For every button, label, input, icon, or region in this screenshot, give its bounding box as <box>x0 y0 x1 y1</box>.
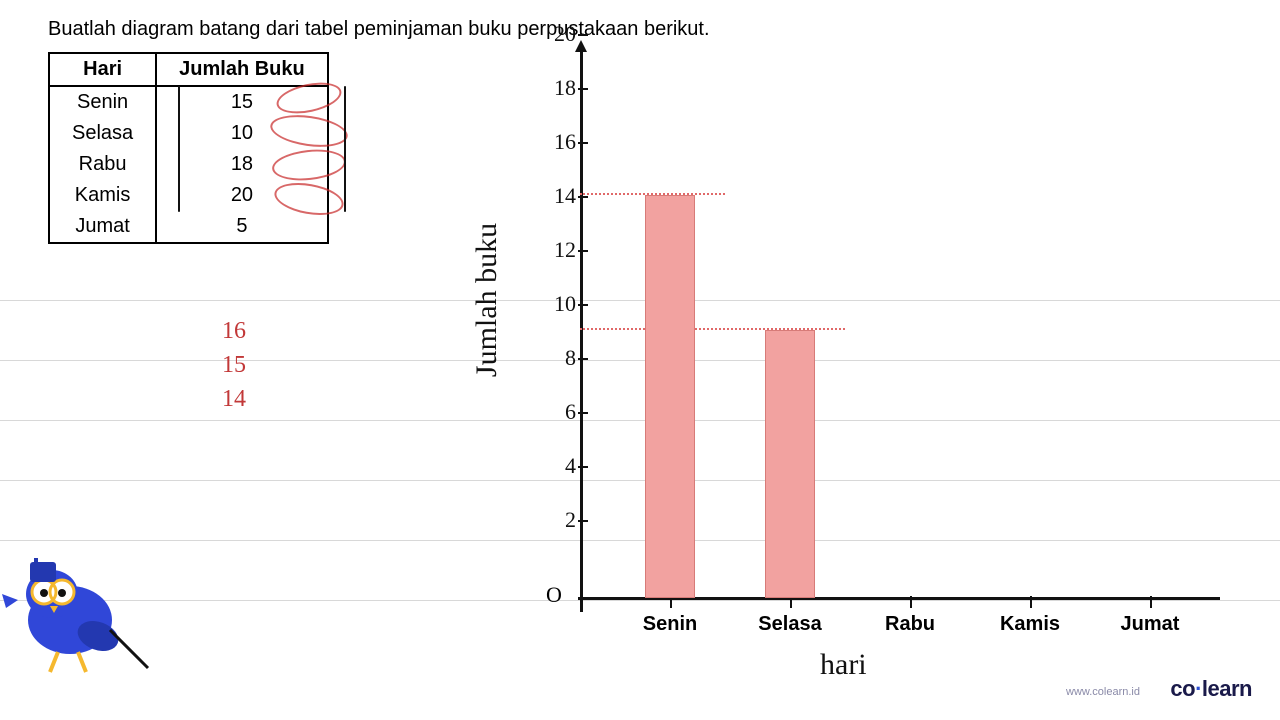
x-tick <box>1150 596 1152 608</box>
y-tick-label: 6 <box>542 399 576 425</box>
x-tick-label: Rabu <box>885 613 935 636</box>
hand-mark-icon <box>344 86 346 212</box>
bar <box>645 195 695 598</box>
red-note: 16 <box>222 318 246 345</box>
y-tick-label: 14 <box>542 183 576 209</box>
table-row: Senin15 <box>49 86 328 118</box>
y-tick-label: 18 <box>542 75 576 101</box>
brand-logo: co·learn <box>1170 676 1252 702</box>
brand-url: www.colearn.id <box>1066 686 1140 698</box>
y-axis-title: Jumlah buku <box>470 223 504 377</box>
y-tick-label: 20 <box>542 21 576 47</box>
y-tick-label: 4 <box>542 453 576 479</box>
y-axis <box>580 50 583 612</box>
x-tick <box>910 596 912 608</box>
table-row: Selasa10 <box>49 118 328 149</box>
x-tick <box>1030 596 1032 608</box>
x-tick-label: Kamis <box>1000 613 1060 636</box>
bar-chart: O 2468101214161820SeninSelasaRabuKamisJu… <box>560 60 1220 640</box>
plot-area: O 2468101214161820SeninSelasaRabuKamisJu… <box>580 60 1220 600</box>
x-tick-label: Jumat <box>1121 613 1180 636</box>
table-header-count: Jumlah Buku <box>156 53 328 86</box>
y-tick-label: 12 <box>542 237 576 263</box>
y-tick-label: 10 <box>542 291 576 317</box>
table-row: Kamis20 <box>49 180 328 211</box>
table-row: Rabu18 <box>49 149 328 180</box>
bar <box>765 330 815 598</box>
mascot-bird-icon <box>0 540 150 680</box>
instruction-text: Buatlah diagram batang dari tabel peminj… <box>48 18 710 41</box>
y-tick-label: 8 <box>542 345 576 371</box>
red-note: 14 <box>222 386 246 413</box>
data-table: Hari Jumlah Buku Senin15 Selasa10 Rabu18… <box>48 52 329 244</box>
y-tick-label: 16 <box>542 129 576 155</box>
red-note: 15 <box>222 352 246 379</box>
table-row: Jumat5 <box>49 211 328 243</box>
x-tick-label: Senin <box>643 613 697 636</box>
origin-label: O <box>546 582 562 608</box>
x-axis-title: hari <box>820 648 867 682</box>
x-tick-label: Selasa <box>758 613 821 636</box>
y-tick-label: 2 <box>542 507 576 533</box>
table-header-day: Hari <box>49 53 156 86</box>
